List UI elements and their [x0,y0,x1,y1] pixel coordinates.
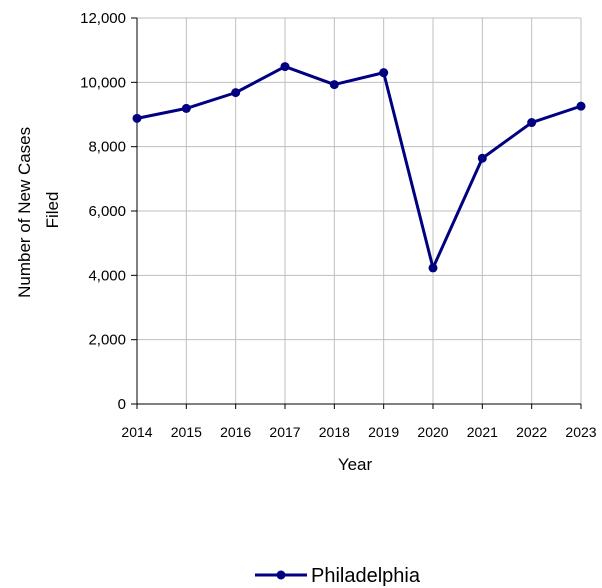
y-axis-title-line-2: Filed [43,192,62,229]
y-tick-label: 0 [118,396,126,413]
legend-swatch-marker [276,570,286,580]
grid [137,17,582,404]
y-tick-label: 12,000 [80,10,126,27]
data-points [132,62,586,273]
data-point [576,101,586,111]
x-tick-label: 2023 [565,424,596,440]
x-tick-label: 2017 [269,424,300,440]
y-tick-label: 4,000 [88,267,126,284]
data-point [132,113,142,123]
x-tick-label: 2019 [368,424,399,440]
data-point [231,88,241,98]
y-tick-label: 10,000 [80,74,126,91]
x-tick-label: 2022 [516,424,547,440]
x-tick-label: 2018 [319,424,350,440]
y-axis-title-line-1: Number of New Cases [15,127,34,298]
data-point [379,68,389,78]
x-tick-label: 2016 [220,424,251,440]
x-axis-title: Year [338,455,373,474]
y-tick-labels: 0 2,000 4,000 6,000 8,000 10,000 12,000 [80,10,126,413]
legend: Philadelphia [255,565,421,587]
data-point [428,263,438,273]
x-tick-label: 2014 [121,424,152,440]
axes [131,17,582,409]
series-lines [136,65,582,270]
x-tick-label: 2021 [467,424,498,440]
data-point [280,62,290,72]
x-tick-label: 2015 [171,424,202,440]
data-point [329,80,339,90]
y-tick-label: 2,000 [88,332,126,349]
y-axis-title: Number of New Cases Filed [15,122,62,298]
legend-label: Philadelphia [311,565,421,587]
data-point [477,153,487,163]
x-tick-labels: 2014 2015 2016 2017 2018 2019 2020 2021 2022 2023 [121,424,596,440]
series-line-philadelphia [136,65,582,270]
y-tick-label: 8,000 [88,139,126,156]
data-point [527,118,537,128]
x-tick-label: 2020 [417,424,448,440]
y-tick-label: 6,000 [88,203,126,220]
data-point [181,103,191,113]
